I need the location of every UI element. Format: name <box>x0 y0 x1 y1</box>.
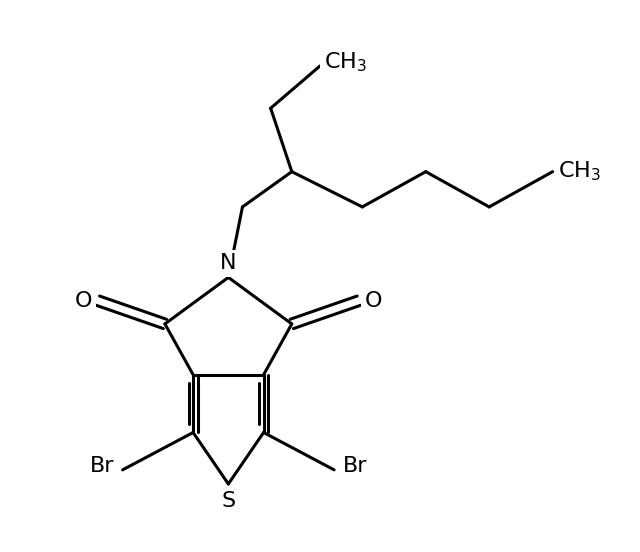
Text: S: S <box>221 491 236 511</box>
Text: CH$_3$: CH$_3$ <box>558 160 601 183</box>
Text: O: O <box>75 291 92 311</box>
Text: O: O <box>364 291 382 311</box>
Text: Br: Br <box>90 457 114 476</box>
Text: Br: Br <box>342 457 367 476</box>
Text: CH$_3$: CH$_3$ <box>324 51 367 74</box>
Text: N: N <box>220 253 237 273</box>
